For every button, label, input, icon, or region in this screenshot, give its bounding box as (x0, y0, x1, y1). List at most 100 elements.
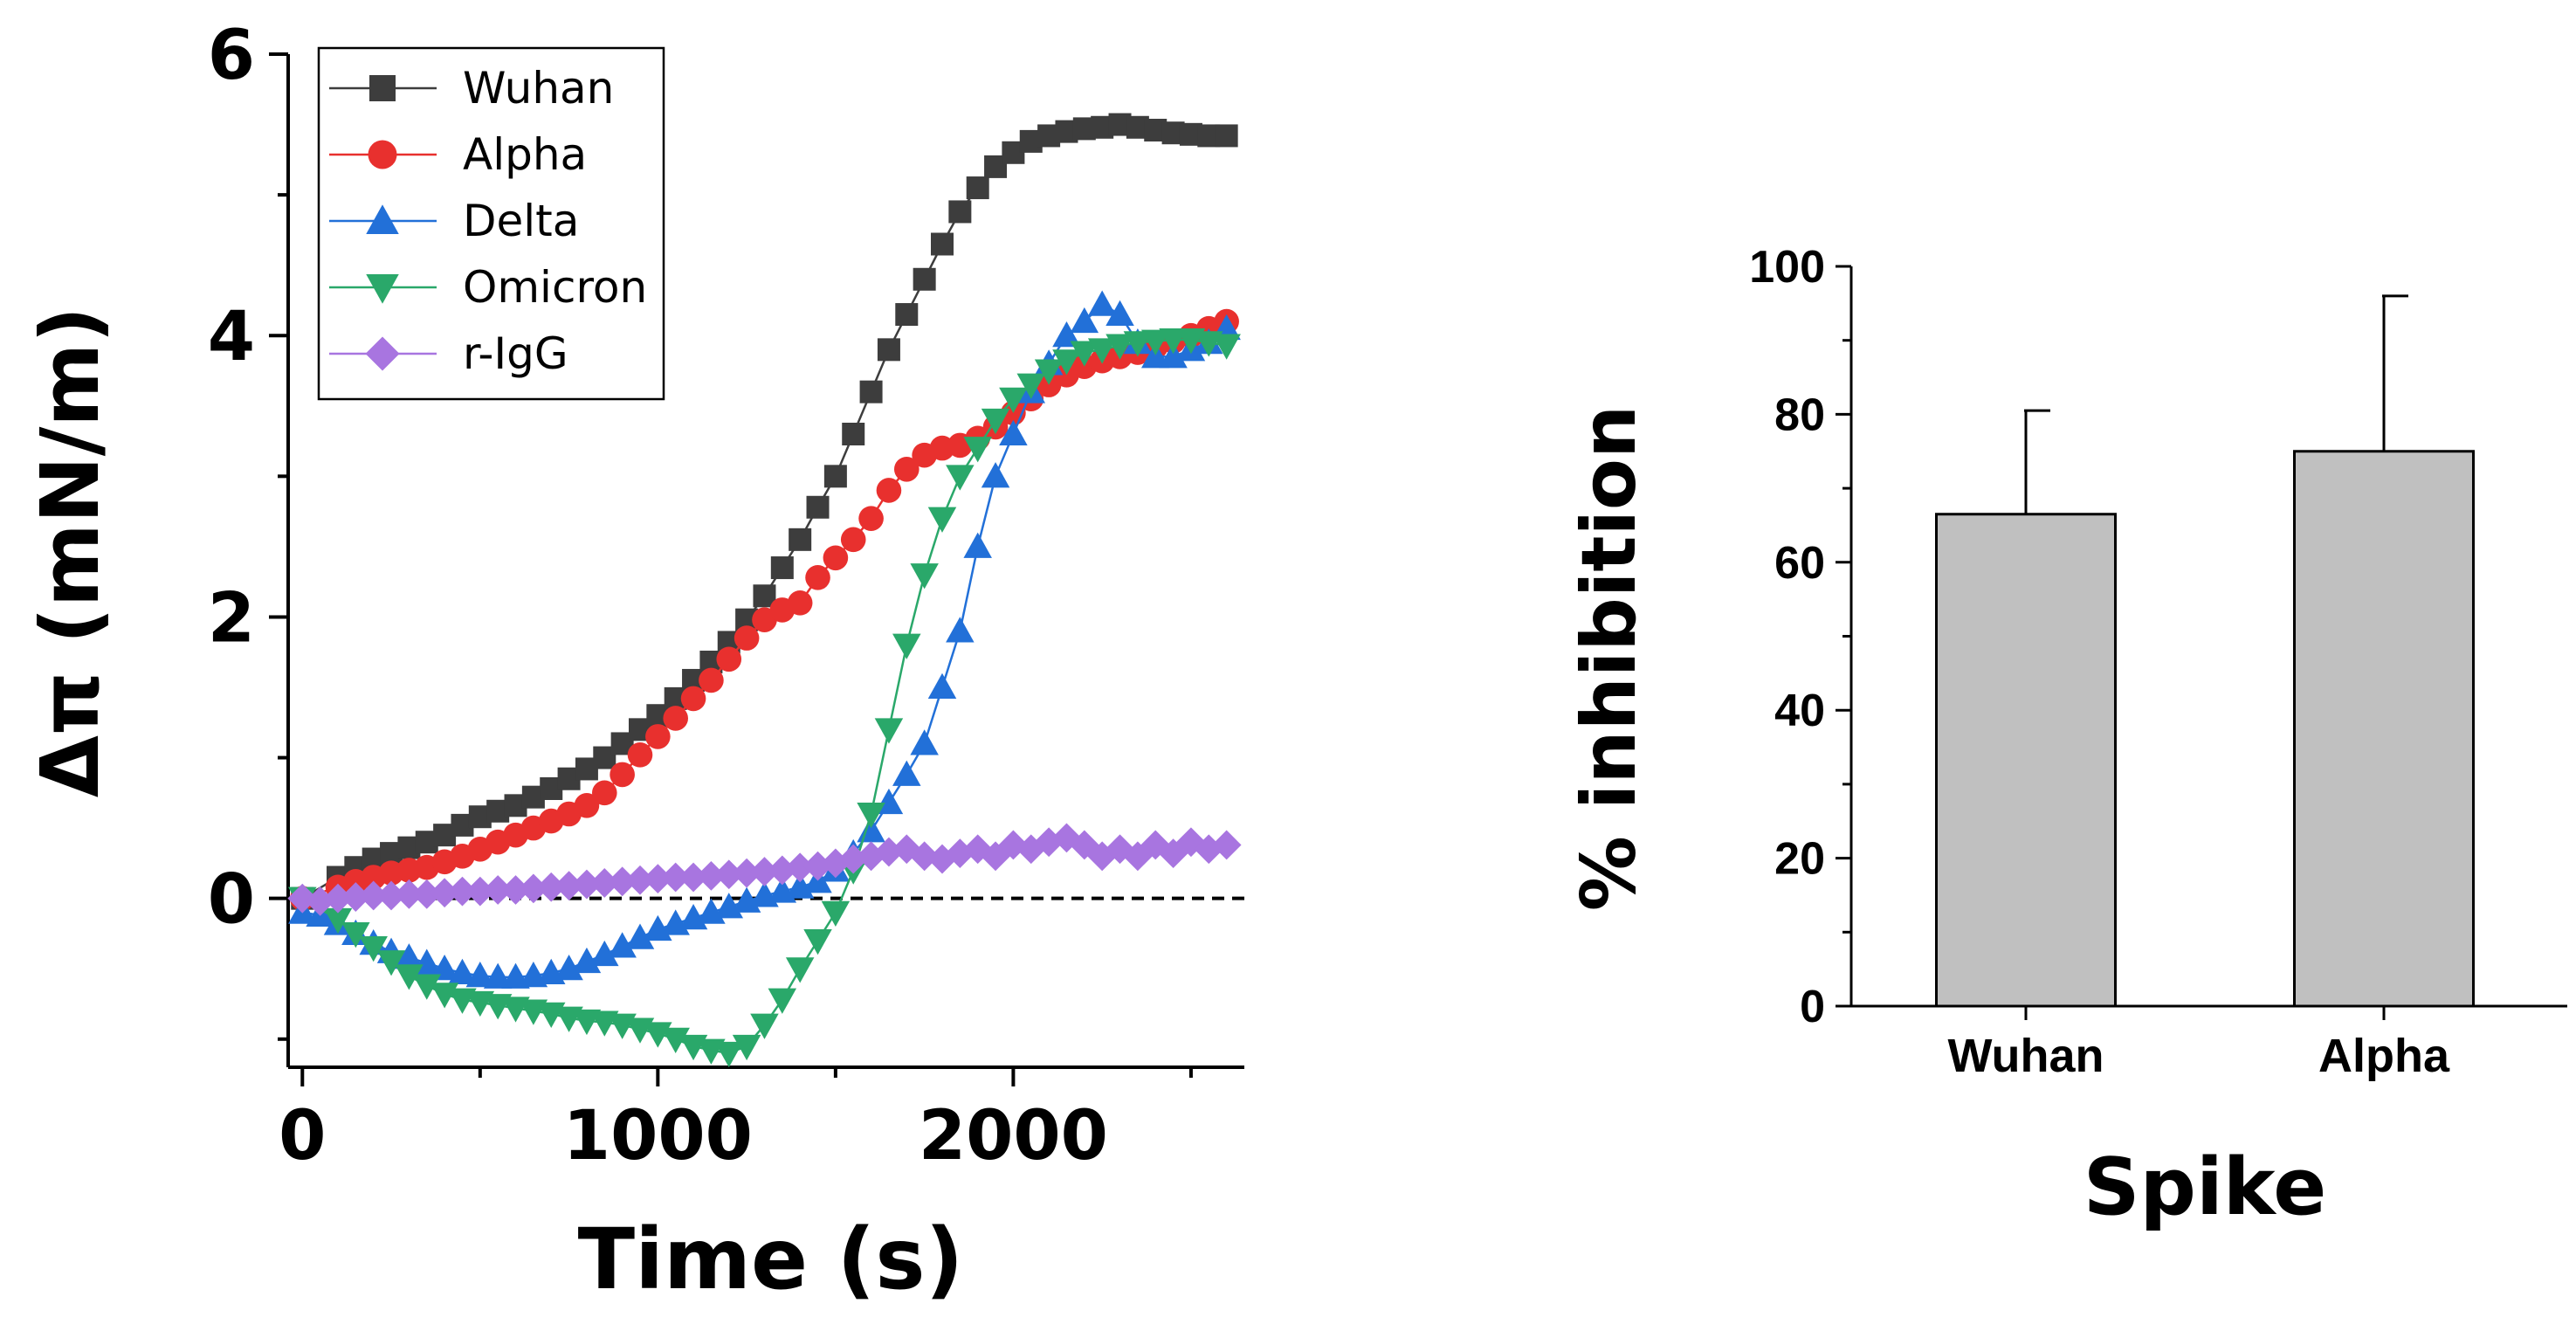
bar-alpha (2293, 294, 2475, 1008)
data-point (483, 875, 513, 905)
data-point (909, 841, 940, 872)
data-point (732, 858, 762, 888)
y-tick-label: 0 (208, 861, 255, 940)
data-point (966, 176, 989, 200)
data-point (770, 556, 794, 580)
data-point (554, 871, 584, 901)
data-point (643, 864, 673, 894)
category-label: Wuhan (1948, 1030, 2104, 1082)
category-label: Alpha (2318, 1030, 2450, 1082)
legend-label: Wuhan (463, 63, 614, 114)
data-point (789, 528, 812, 551)
data-point (1105, 334, 1134, 360)
data-point (678, 862, 708, 893)
y-tick-label: 100 (1749, 242, 1825, 293)
data-point (572, 869, 602, 900)
data-point (572, 947, 602, 974)
y-axis-title: % inhibition (1566, 405, 1653, 911)
data-point (981, 408, 1010, 435)
data-point (591, 780, 617, 806)
series-wuhan (291, 113, 1238, 910)
data-point (946, 617, 975, 643)
data-point (376, 880, 406, 911)
data-point (857, 803, 885, 829)
data-point (341, 921, 370, 948)
data-point (858, 506, 884, 531)
data-point (910, 729, 939, 755)
data-point (1070, 341, 1099, 367)
legend-marker (366, 204, 399, 234)
data-point (1052, 349, 1081, 376)
data-point (574, 793, 600, 818)
data-point (376, 950, 406, 976)
data-point (323, 883, 353, 914)
data-point (590, 940, 619, 967)
data-point (680, 686, 706, 712)
data-point (395, 964, 424, 990)
y-tick-label: 2 (208, 579, 255, 658)
data-point (1159, 342, 1188, 369)
data-point (1176, 827, 1206, 858)
y-tick-label: 20 (1774, 834, 1825, 885)
data-point (981, 462, 1010, 488)
data-point (536, 872, 567, 902)
bar-wuhan (1935, 409, 2117, 1008)
data-point (927, 672, 957, 699)
data-point (660, 862, 691, 893)
tick-marks (1836, 265, 2386, 1020)
data-point (821, 900, 851, 928)
data-point (767, 855, 797, 886)
data-point (893, 456, 920, 482)
data-point (305, 886, 335, 916)
data-point (913, 267, 936, 291)
legend-item-wuhan: Wuhan (329, 63, 614, 114)
data-point (323, 907, 353, 934)
series-omicron (288, 328, 1241, 1068)
data-point (963, 532, 992, 558)
y-tick-label: 4 (208, 298, 255, 376)
data-point (802, 851, 833, 881)
x-axis-title: Time (s) (578, 1210, 964, 1308)
legend-label: Delta (463, 196, 579, 246)
data-point (892, 834, 922, 865)
data-point (803, 929, 832, 955)
data-point (430, 878, 460, 908)
data-point (840, 527, 866, 553)
line-chart: 0 1000 2000 0 2 4 6 Δπ (mN/m) Time (s) Wuhan Al… (24, 17, 1244, 1308)
legend-marker (368, 140, 397, 169)
tick-marks (269, 52, 1193, 1086)
data-point (430, 954, 459, 981)
data-point (877, 338, 900, 362)
data-point (948, 200, 972, 224)
tick-labels: 0 20 40 60 80 100 (1749, 242, 1825, 1032)
data-point (1052, 321, 1081, 348)
data-point (500, 875, 531, 905)
y-tick-label: 60 (1774, 538, 1825, 589)
data-point (999, 387, 1028, 413)
data-point (1159, 328, 1188, 355)
data-point (785, 852, 816, 883)
data-point (1215, 124, 1238, 148)
data-point (838, 844, 869, 874)
x-tick-label: 0 (279, 1097, 326, 1176)
legend-item-omicron: Omicron (329, 262, 647, 313)
series-line-omicron (301, 338, 1227, 1055)
data-point (806, 495, 830, 519)
data-point (892, 760, 921, 786)
data-point (1070, 307, 1099, 334)
data-point (787, 590, 813, 616)
data-point (768, 988, 797, 1014)
legend: Wuhan Alpha Delta Omicron r-IgG (317, 46, 665, 401)
data-point (625, 923, 655, 949)
y-tick-label: 40 (1774, 686, 1825, 736)
tick-labels: 0 1000 2000 0 2 4 6 (208, 17, 1108, 1176)
bar-chart: 0 20 40 60 80 100 Wuhan Alpha % inhibition Spi… (1566, 242, 2567, 1233)
data-point (359, 936, 388, 962)
data-point (963, 437, 992, 463)
data-point (823, 545, 849, 571)
data-point (589, 868, 620, 898)
data-point (411, 879, 442, 909)
data-point (394, 879, 424, 909)
data-point (625, 865, 655, 895)
